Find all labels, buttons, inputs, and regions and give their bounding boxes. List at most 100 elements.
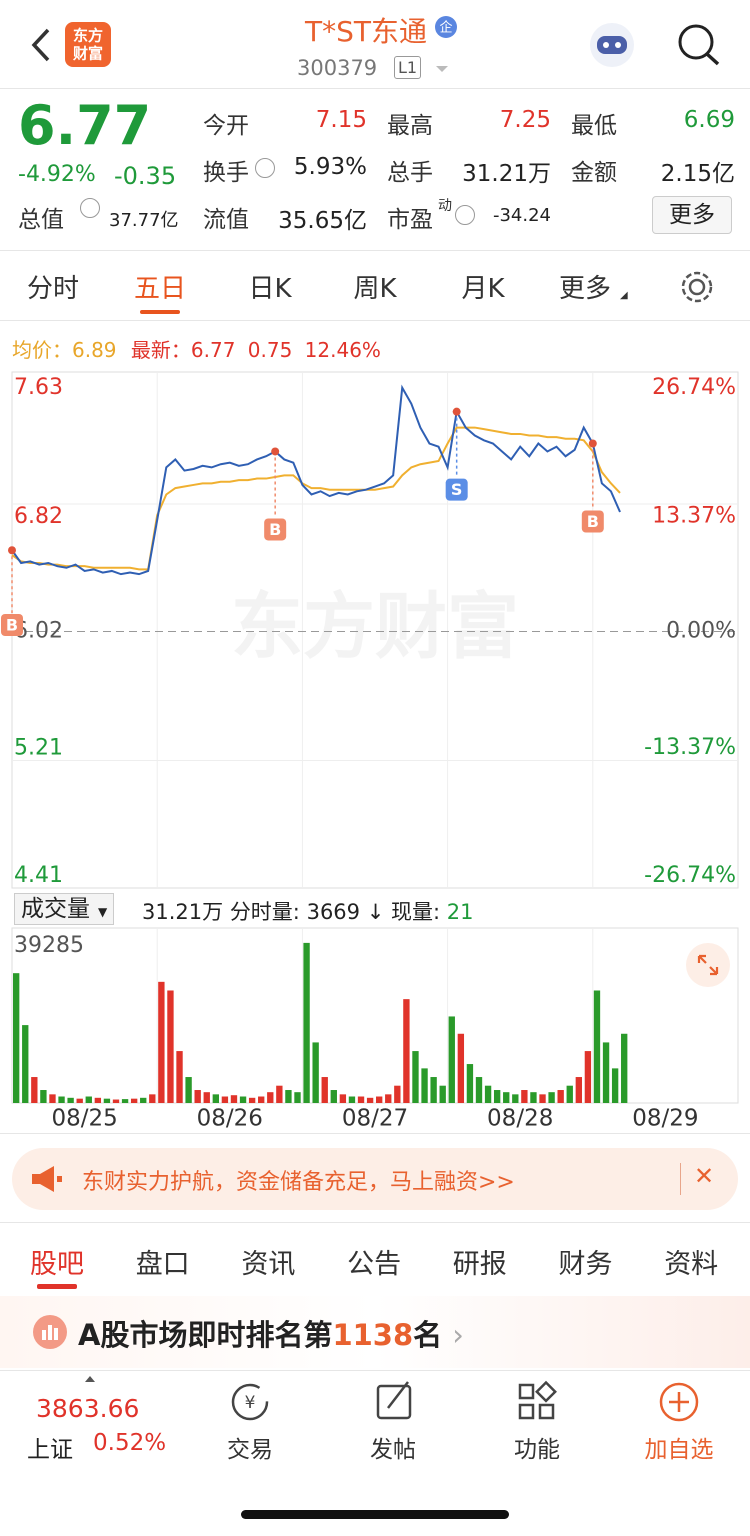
section-tab[interactable]: 公告 — [347, 1249, 402, 1280]
volume-bar — [176, 1051, 183, 1103]
search-button[interactable] — [678, 24, 714, 60]
period-tab[interactable]: 五日 — [133, 274, 186, 304]
nav-label[interactable]: 交易 — [227, 1437, 273, 1463]
ranking-icon — [33, 1315, 67, 1349]
volume-bar — [40, 1090, 47, 1103]
volume-bar — [421, 1068, 428, 1103]
volume-bar — [394, 1085, 401, 1103]
section-tab[interactable]: 财务 — [558, 1249, 613, 1280]
avg-value: 6.89 — [72, 338, 117, 362]
marker-label: B — [6, 616, 18, 635]
ranking-row[interactable] — [0, 1296, 750, 1368]
volume-bar — [593, 990, 601, 1103]
volume-bar — [31, 1077, 38, 1103]
field-value: 7.15 — [315, 107, 367, 133]
y2-tick-label: -13.37% — [644, 735, 736, 760]
marker-box — [264, 518, 287, 541]
x-tick-label: 08/26 — [197, 1106, 263, 1132]
marker-box — [581, 510, 604, 533]
volume-bar — [258, 1096, 265, 1103]
divider — [0, 88, 750, 89]
volume-bar — [321, 1077, 328, 1103]
y2-tick-label: 26.74% — [652, 375, 736, 400]
section-tab[interactable]: 研报 — [452, 1249, 507, 1280]
latest-change: 0.75 — [247, 338, 293, 362]
marker-dot — [8, 546, 16, 555]
stock-title: T*ST东通 — [305, 15, 427, 48]
volume-bar — [158, 981, 165, 1103]
volume-bar — [611, 1068, 619, 1103]
volume-bar — [267, 1092, 274, 1103]
logo-text: 东方 — [73, 27, 103, 45]
period-tab[interactable]: 月K — [461, 274, 505, 304]
volume-bar — [493, 1090, 501, 1103]
volume-frame — [11, 927, 739, 1104]
volume-bar — [385, 1094, 392, 1103]
volume-bar — [276, 1085, 283, 1103]
marker-dot — [452, 407, 461, 416]
period-tab[interactable]: 更多 — [558, 274, 611, 304]
y-tick-label: 5.21 — [14, 736, 63, 761]
volume-bar — [539, 1094, 546, 1103]
volume-bar — [430, 1077, 437, 1103]
volume-bar — [103, 1098, 111, 1103]
section-tab[interactable]: 资料 — [664, 1249, 719, 1280]
post-icon[interactable] — [376, 1384, 412, 1420]
field-value: 7.25 — [499, 107, 551, 133]
trade-icon[interactable] — [231, 1383, 269, 1421]
banner[interactable] — [12, 1148, 738, 1210]
volume-bar — [512, 1094, 519, 1103]
field-value: 37.77亿 — [109, 210, 179, 231]
dropdown[interactable] — [436, 66, 448, 72]
period-tab[interactable]: 分时 — [26, 274, 79, 304]
tab-underline — [37, 1284, 77, 1289]
banner-close[interactable]: ✕ — [694, 1162, 715, 1190]
expand-button[interactable] — [686, 943, 730, 987]
period-tab[interactable]: 日K — [248, 274, 292, 304]
volume-bar — [13, 973, 20, 1103]
volume-bar — [94, 1097, 102, 1103]
divider — [0, 250, 750, 251]
volume-bar — [484, 1085, 492, 1103]
volume-bar — [339, 1094, 347, 1103]
back-button[interactable] — [31, 28, 50, 62]
index-name: 上证 — [27, 1437, 73, 1463]
settings-button[interactable] — [678, 268, 716, 306]
function-icon[interactable] — [518, 1383, 535, 1400]
volume-bar — [584, 1051, 592, 1103]
field-label: 流值 — [203, 207, 249, 233]
add-icon[interactable] — [659, 1382, 699, 1422]
field-label: 最低 — [571, 113, 617, 139]
volume-bar — [294, 1092, 301, 1103]
home-indicator — [241, 1510, 509, 1519]
info-icon[interactable] — [455, 205, 475, 225]
chart-info: 均价：6.89 最新：6.77 0.75 12.46% — [12, 334, 381, 363]
y-tick-label: 6.82 — [14, 504, 63, 529]
info-icon[interactable] — [255, 158, 275, 178]
nav-label[interactable]: 加自选 — [644, 1437, 714, 1463]
volume-bar — [194, 1090, 201, 1103]
volume-bar — [49, 1094, 56, 1103]
nav-label[interactable]: 功能 — [514, 1437, 560, 1463]
more-button[interactable]: 更多 — [652, 196, 732, 234]
y2-tick-label: 13.37% — [652, 503, 736, 528]
y2-tick-label: 0.00% — [666, 619, 736, 644]
volume-selector[interactable]: 成交量 ▼ — [14, 893, 115, 925]
section-tab[interactable]: 盘口 — [135, 1249, 190, 1280]
section-tab[interactable]: 资讯 — [241, 1249, 296, 1280]
ranking-suffix: 名 — [413, 1318, 443, 1352]
x-tick-label: 08/27 — [342, 1106, 408, 1132]
banner-divider — [680, 1163, 681, 1195]
index-value[interactable]: 3863.66 — [36, 1394, 140, 1423]
change: -0.35 — [114, 162, 177, 190]
price: 6.77 — [18, 94, 152, 157]
section-tab[interactable]: 股吧 — [30, 1249, 84, 1280]
volume-bar — [140, 1097, 147, 1103]
info-icon[interactable] — [80, 198, 100, 218]
price-line — [11, 384, 621, 576]
volume-bar — [348, 1096, 356, 1103]
period-tab[interactable]: 周K — [353, 274, 397, 304]
tick-value: 3669 — [306, 900, 361, 924]
volume-total: 31.21万 — [142, 900, 224, 924]
nav-label[interactable]: 发帖 — [370, 1437, 416, 1463]
